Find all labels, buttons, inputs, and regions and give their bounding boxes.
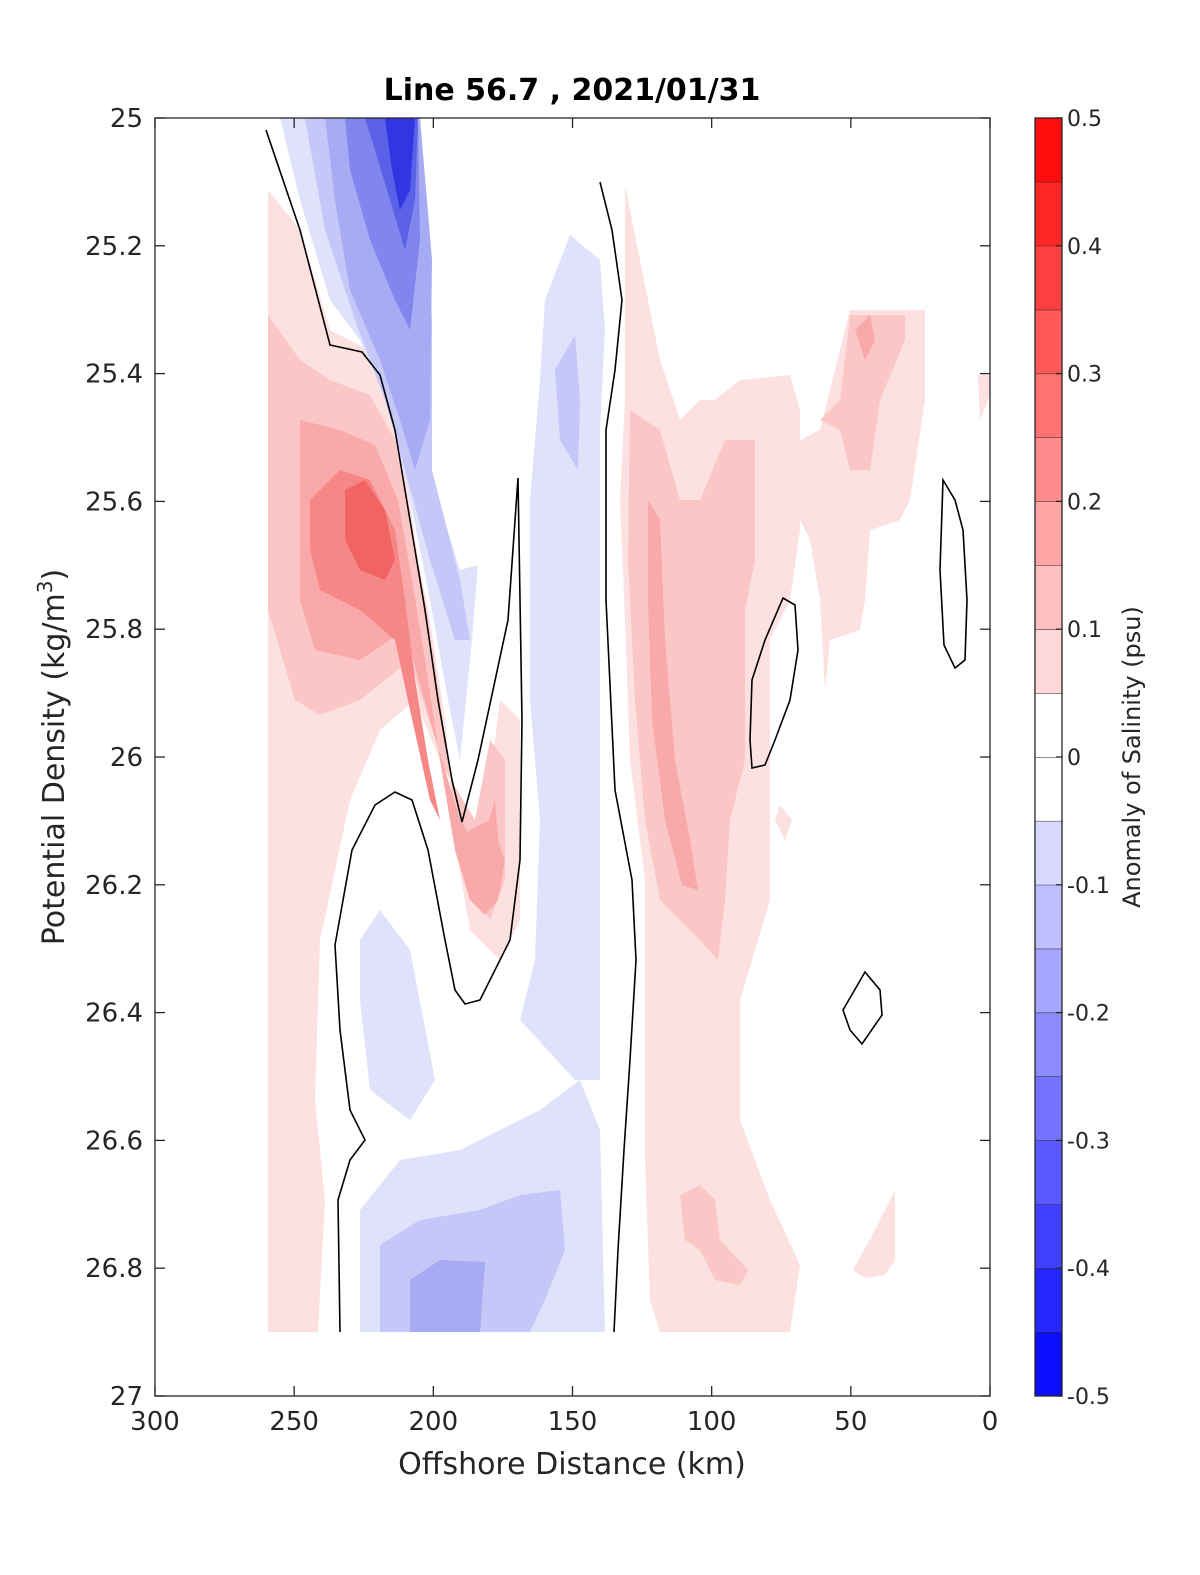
- zero-contour-central: [599, 181, 637, 1333]
- pos-contour-band-west-3: [310, 470, 440, 820]
- contour-fill-layer: [268, 118, 990, 1332]
- x-axis-title: Offshore Distance (km): [398, 1447, 746, 1482]
- neg-contour-band-bottom-2: [410, 1260, 485, 1332]
- zero-contour-west: [265, 129, 523, 1333]
- colorbar-segment: [1035, 309, 1062, 374]
- zero-contour-lines: [265, 129, 968, 1333]
- neg-contour-band-central: [520, 235, 605, 1080]
- x-tick-label: 50: [834, 1407, 867, 1437]
- y-tick-label: 25.6: [85, 487, 143, 517]
- neg-contour-band-central-inner: [555, 335, 580, 470]
- colorbar-segment: [1035, 181, 1062, 246]
- colorbar-segment: [1035, 565, 1062, 630]
- y-tick-label: 25.8: [85, 615, 143, 645]
- pos-contour-lobe-south: [455, 820, 505, 915]
- y-tick-label: 26: [110, 743, 143, 773]
- pos-contour-band-east-2: [648, 500, 698, 890]
- y-tick-label: 26.4: [85, 999, 143, 1029]
- colorbar-segment: [1035, 501, 1062, 566]
- colorbar-segment: [1035, 1332, 1062, 1396]
- colorbar-tick-label: -0.1: [1067, 874, 1110, 899]
- colorbar-tick-label: 0.1: [1067, 618, 1102, 643]
- colorbar-segment: [1035, 1204, 1062, 1269]
- y-tick-label: 26.2: [85, 871, 143, 901]
- x-tick-label: 250: [269, 1407, 319, 1437]
- pos-contour-core-west: [345, 480, 395, 580]
- y-axis: 25 25.2 25.4 25.6 25.8 26 26.2 26.4 26.6 26.8 27: [85, 104, 990, 1412]
- colorbar-tick-label: -0.5: [1067, 1385, 1110, 1410]
- colorbar-segment: [1035, 820, 1062, 885]
- colorbar-segment: [1035, 437, 1062, 502]
- colorbar-segment: [1035, 757, 1062, 821]
- pos-contour-band-fareast-2: [855, 315, 875, 360]
- colorbar-segment: [1035, 884, 1062, 949]
- pos-contour-band-east-bottom: [680, 1185, 748, 1285]
- pos-contour-band-fareast-1: [820, 315, 905, 470]
- colorbar-tick-label: -0.3: [1067, 1129, 1110, 1154]
- x-tick-label: 100: [687, 1407, 737, 1437]
- colorbar-segment: [1035, 1076, 1062, 1141]
- zero-contour-loop-2: [939, 477, 968, 670]
- colorbar-tick-label: 0: [1067, 746, 1081, 771]
- colorbar-segment: [1035, 1268, 1062, 1333]
- zero-contour-loop-3: [842, 970, 883, 1046]
- neg-contour-core-nw: [385, 118, 415, 210]
- neg-contour-band-sw: [360, 910, 435, 1120]
- y-axis-title-sup: 3: [33, 580, 57, 593]
- colorbar-tick-label: 0.5: [1067, 107, 1102, 132]
- y-tick-label: 25: [110, 104, 143, 134]
- colorbar-segment: [1035, 629, 1062, 694]
- y-tick-label: 26.6: [85, 1126, 143, 1156]
- colorbar-tick-label: -0.2: [1067, 1002, 1110, 1027]
- pos-contour-band-fareast: [800, 310, 925, 690]
- y-tick-label: 25.2: [85, 232, 143, 262]
- y-axis-title-main: Potential Density (kg/m: [37, 593, 72, 945]
- colorbar-segment: [1035, 245, 1062, 310]
- pos-contour-band-se: [853, 1190, 895, 1278]
- colorbar-title: Anomaly of Salinity (psu): [1118, 606, 1146, 908]
- x-tick-label: 150: [548, 1407, 598, 1437]
- x-axis: 300 250 200 150 100 50 0: [130, 118, 998, 1437]
- colorbar: -0.5 -0.4 -0.3 -0.2 -0.1 0 0.1 0.2 0.3 0.4 0.5: [1034, 107, 1110, 1410]
- x-tick-label: 0: [982, 1407, 999, 1437]
- colorbar-tick-label: 0.2: [1067, 490, 1102, 515]
- chart-title: Line 56.7 , 2021/01/31: [384, 73, 761, 108]
- colorbar-segment: [1035, 118, 1062, 182]
- zero-contour-loop-1: [749, 596, 799, 769]
- y-axis-title: Potential Density (kg/m3): [33, 569, 72, 945]
- pos-contour-band-edge: [978, 375, 990, 420]
- y-tick-label: 26.8: [85, 1254, 143, 1284]
- colorbar-segment: [1035, 1012, 1062, 1077]
- x-tick-label: 300: [130, 1407, 180, 1437]
- y-axis-title-tail: ): [37, 569, 72, 581]
- colorbar-tick-label: -0.4: [1067, 1257, 1110, 1282]
- y-tick-label: 27: [110, 1382, 143, 1412]
- y-tick-label: 25.4: [85, 360, 143, 390]
- colorbar-segment: [1035, 693, 1062, 757]
- colorbar-tick-label: 0.4: [1067, 235, 1102, 260]
- x-tick-label: 200: [409, 1407, 459, 1437]
- colorbar-segment: [1035, 1140, 1062, 1205]
- colorbar-segment: [1035, 948, 1062, 1013]
- pos-contour-band-dot: [775, 805, 792, 840]
- colorbar-tick-label: 0.3: [1067, 363, 1102, 388]
- colorbar-segment: [1035, 373, 1062, 438]
